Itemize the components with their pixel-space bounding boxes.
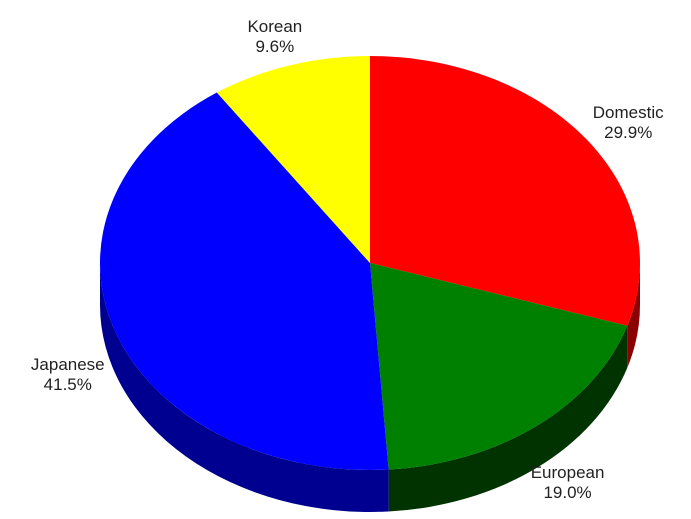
pie-side-european [388, 325, 628, 512]
slice-label-korean: Korean 9.6% [247, 17, 302, 57]
slice-name-domestic: Domestic [592, 103, 664, 123]
slice-value-domestic: 29.9% [604, 123, 653, 143]
pie-slice-japanese [100, 92, 389, 471]
slice-name-korean: Korean [247, 16, 303, 36]
pie-slice-korean [216, 56, 370, 263]
pie-side-domestic [627, 263, 640, 368]
pie-top-faces [100, 56, 640, 471]
pie-slice-domestic [370, 56, 640, 326]
slice-value-korean: 9.6% [255, 36, 295, 56]
slice-value-japanese: 41.5% [43, 374, 92, 394]
slice-label-european: European 19.0% [531, 463, 605, 503]
slice-label-domestic: Domestic 29.9% [593, 103, 664, 143]
pie-side-walls [100, 263, 640, 513]
slice-label-japanese: Japanese 41.5% [31, 355, 105, 395]
pie-slice-european [370, 263, 628, 470]
slice-name-european: European [530, 462, 605, 482]
pie-side-japanese [100, 263, 389, 513]
slice-name-japanese: Japanese [30, 354, 105, 374]
slice-value-european: 19.0% [543, 482, 592, 502]
